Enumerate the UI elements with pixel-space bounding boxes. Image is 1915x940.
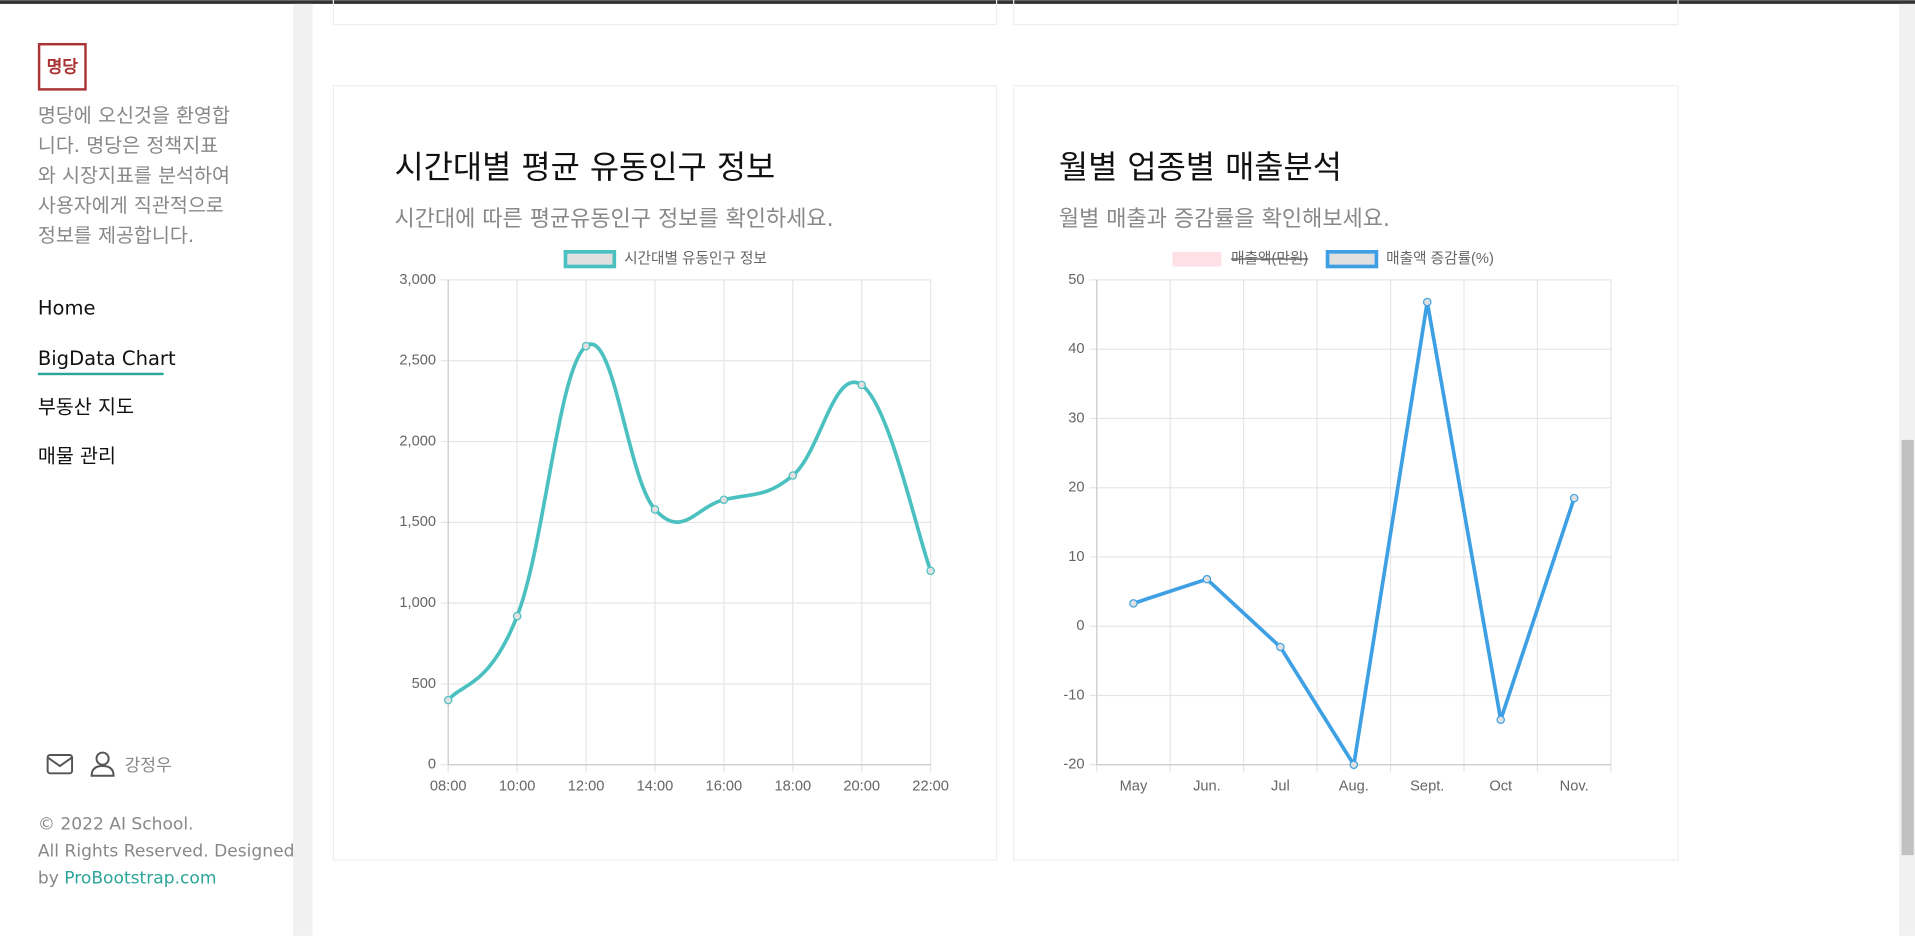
footer-link[interactable]: ProBootstrap.com <box>64 868 216 888</box>
y-tick-label: 1,500 <box>399 514 436 530</box>
description: 와 시장지표를 분석하여 <box>38 164 230 187</box>
x-tick-label: 20:00 <box>843 779 880 795</box>
card <box>332 85 998 861</box>
copyright: © 2022 AI School. <box>38 815 194 835</box>
point <box>719 495 729 504</box>
x-tick-label: 08:00 <box>430 779 467 795</box>
y-tick-label: -10 <box>1063 687 1084 703</box>
nav-link[interactable]: BigData Chart <box>38 347 176 370</box>
card <box>1013 0 1679 26</box>
y-tick-label: 500 <box>412 676 436 692</box>
x-tick-label: Sept. <box>1410 779 1444 795</box>
y-tick-label: 0 <box>428 757 436 773</box>
y-tick-label: 1,000 <box>399 595 436 611</box>
chart-subtitle: 시간대에 따른 평균유동인구 정보를 확인하세요. <box>394 207 833 232</box>
x-tick-label: Oct <box>1489 779 1512 795</box>
x-tick-label: Aug. <box>1339 779 1369 795</box>
description: 정보를 제공합니다. <box>38 224 194 247</box>
x-tick-label: 14:00 <box>637 779 674 795</box>
point <box>857 380 866 390</box>
y-tick-label: 2,500 <box>399 353 436 369</box>
logo-box[interactable] <box>37 42 87 91</box>
legend-swatch[interactable] <box>1172 251 1222 267</box>
point <box>926 566 935 576</box>
chart-title: 월별 업종별 매출분석 <box>1059 150 1342 186</box>
point <box>650 505 660 514</box>
point <box>788 471 798 480</box>
y-tick-label: 10 <box>1068 549 1084 565</box>
legend-label[interactable]: 매출액 증감률(%) <box>1386 250 1494 267</box>
point <box>1496 715 1505 725</box>
legend-swatch[interactable] <box>563 249 617 269</box>
point <box>1129 599 1138 608</box>
legend-label[interactable]: 시간대별 유동인구 정보 <box>624 250 767 267</box>
sidebar-scrollbar <box>293 3 313 936</box>
description: 명당에 오신것을 환영합 <box>38 104 230 127</box>
y-tick-label: 20 <box>1068 480 1084 496</box>
x-tick-label: 22:00 <box>912 779 949 795</box>
x-tick-label: Nov. <box>1560 779 1589 795</box>
x-tick-label: May <box>1120 779 1148 795</box>
footer-by: by ProBootstrap.com <box>38 868 217 888</box>
x-tick-label: 18:00 <box>774 779 811 795</box>
x-tick-label: 10:00 <box>499 779 536 795</box>
nav-link[interactable]: 부동산 지도 <box>38 396 134 419</box>
nav-link[interactable]: Home <box>38 297 96 320</box>
card <box>332 0 998 26</box>
nav-link[interactable]: 매물 관리 <box>38 445 116 468</box>
description: 니다. 명당은 정책지표 <box>38 134 218 157</box>
x-tick-label: 12:00 <box>568 779 605 795</box>
point <box>1422 297 1432 307</box>
x-tick-label: 16:00 <box>706 779 743 795</box>
nav-active-underline <box>37 372 164 376</box>
card <box>1013 85 1679 861</box>
y-tick-label: 30 <box>1068 410 1084 426</box>
scroll-thumb[interactable] <box>1901 439 1914 856</box>
y-tick-label: 0 <box>1076 618 1084 634</box>
description: 사용자에게 직관적으로 <box>38 194 224 217</box>
y-tick-label: 3,000 <box>399 272 436 288</box>
y-tick-label: 2,000 <box>399 433 436 449</box>
chart-title: 시간대별 평균 유동인구 정보 <box>394 150 775 186</box>
legend-swatch[interactable] <box>1325 249 1379 269</box>
rights: All Rights Reserved. Designed <box>38 841 295 861</box>
icons[interactable] <box>46 751 115 777</box>
point <box>1276 642 1285 652</box>
chart-subtitle: 월별 매출과 증감률을 확인해보세요. <box>1059 207 1390 232</box>
y-tick-label: -20 <box>1063 757 1084 773</box>
y-tick-label: 50 <box>1068 272 1084 288</box>
point <box>1569 493 1579 503</box>
logo[interactable]: 명당 <box>47 57 79 77</box>
y-tick-label: 40 <box>1068 341 1084 357</box>
legend-label[interactable]: 매출액(만원) <box>1231 250 1308 267</box>
user-name[interactable]: 강정우 <box>125 756 172 776</box>
point <box>512 611 522 621</box>
point <box>1202 574 1212 584</box>
point <box>1349 760 1359 770</box>
top-bar <box>0 0 1915 4</box>
x-tick-label: Jul <box>1271 779 1290 795</box>
point <box>581 341 591 351</box>
point <box>443 695 453 705</box>
x-tick-label: Jun. <box>1193 779 1221 795</box>
